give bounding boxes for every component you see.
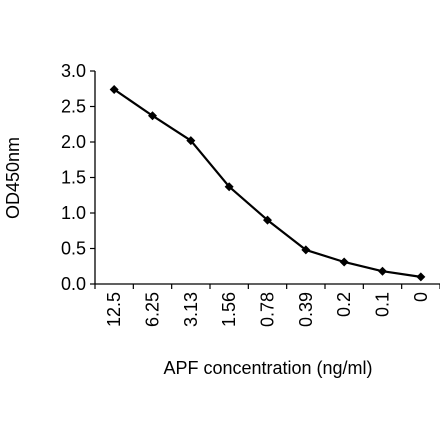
- series-line: [113, 88, 421, 278]
- y-tick-label: 1.0: [61, 203, 86, 223]
- x-tick-label: 0.2: [334, 292, 354, 317]
- x-tick-label: 0.1: [373, 292, 393, 317]
- x-tick-label: 0: [411, 292, 431, 302]
- y-tick-label: 0.0: [61, 274, 86, 294]
- x-tick-label: 1.56: [219, 292, 239, 327]
- series-layer: [109, 84, 426, 282]
- axes: [94, 71, 440, 285]
- y-tick-label: 0.5: [61, 239, 86, 259]
- x-axis-label: APF concentration (ng/ml): [163, 358, 372, 378]
- x-tick-label: 0.39: [296, 292, 316, 327]
- x-tick-label: 3.13: [181, 292, 201, 327]
- data-point: [109, 84, 119, 94]
- data-point: [148, 111, 157, 121]
- x-tick-label: 12.5: [104, 292, 124, 327]
- x-tick-label: 0.78: [258, 292, 278, 327]
- data-point: [186, 136, 196, 146]
- y-ticks: 0.0 0.5 1.0 1.5 2.0 2.5 3.0: [61, 61, 95, 294]
- y-tick-label: 2.5: [61, 97, 86, 117]
- data-point: [339, 257, 349, 267]
- data-point: [416, 272, 426, 282]
- y-tick-label: 2.0: [61, 132, 86, 152]
- data-point: [263, 215, 272, 225]
- x-ticks: 12.5 6.25 3.13 1.56 0.78 0.39 0.2 0.1 0: [94, 284, 440, 327]
- y-tick-label: 1.5: [61, 168, 86, 188]
- y-axis-label: OD450nm: [3, 137, 23, 219]
- data-point: [301, 245, 311, 255]
- data-point: [224, 182, 234, 192]
- data-point: [378, 266, 387, 276]
- y-tick-label: 3.0: [61, 61, 86, 81]
- x-tick-label: 6.25: [143, 292, 163, 327]
